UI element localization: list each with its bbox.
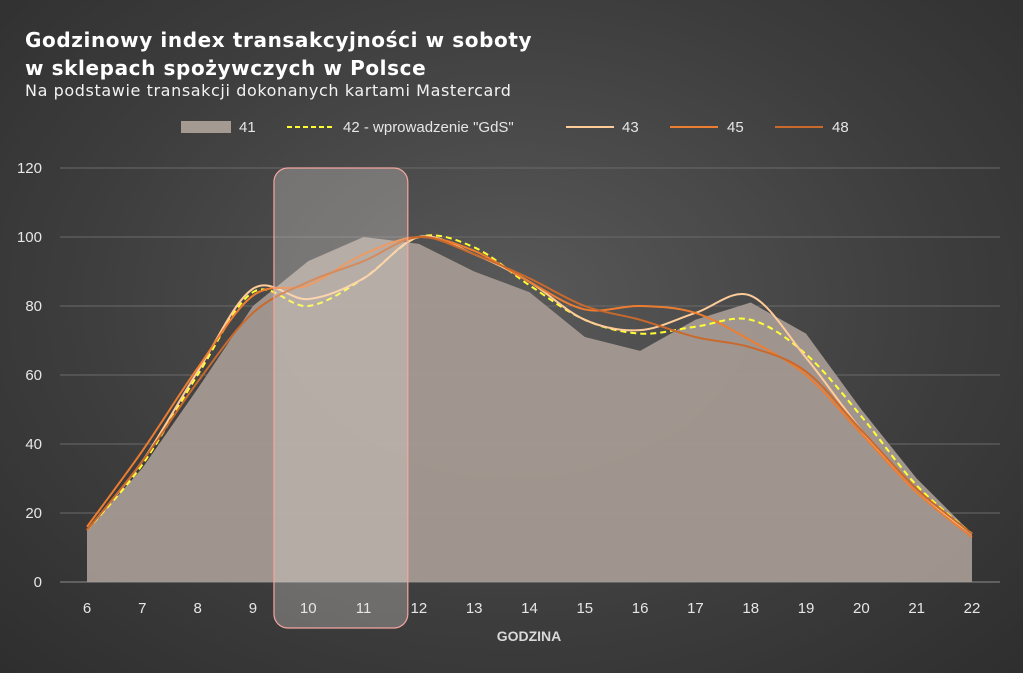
- series-line-3: [86, 235, 973, 538]
- legend-label-1: 42 - wprowadzenie "GdS": [343, 119, 514, 136]
- chart-subtitle: Na podstawie transakcji dokonanych karta…: [25, 81, 512, 100]
- y-tick-label: 80: [25, 298, 42, 315]
- x-tick-label: 10: [300, 600, 317, 617]
- series-line-4: [86, 235, 973, 535]
- highlight-group: [273, 167, 409, 629]
- y-tick-label: 0: [34, 574, 42, 591]
- x-tick-label: 18: [742, 600, 759, 617]
- chart-title-line-1: Godzinowy index transakcyjności w soboty: [25, 28, 533, 52]
- legend-label-2: 43: [622, 119, 639, 136]
- highlight-box: [273, 167, 409, 629]
- x-tick-label: 20: [853, 600, 870, 617]
- series-line-1: [86, 234, 973, 535]
- legend-label-3: 45: [727, 119, 744, 136]
- y-tick-label: 60: [25, 367, 42, 384]
- y-tick-label: 20: [25, 505, 42, 522]
- x-tick-label: 22: [964, 600, 981, 617]
- x-tick-label: 12: [411, 600, 428, 617]
- y-tick-label: 120: [17, 160, 42, 177]
- x-tick-label: 16: [632, 600, 649, 617]
- chart-title: Godzinowy index transakcyjności w soboty…: [25, 26, 532, 82]
- chart-title-line-2: w sklepach spożywczych w Polsce: [25, 56, 427, 80]
- x-tick-label: 15: [576, 600, 593, 617]
- x-tick-label: 9: [249, 600, 257, 617]
- y-tick-label: 100: [17, 229, 42, 246]
- x-tick-label: 14: [521, 600, 538, 617]
- legend-swatch-0: [181, 121, 231, 133]
- x-axis-ticks: 6 7 8 9 10 11 12 13 14 15 16 17 18 19 20 21 22: [83, 600, 981, 617]
- legend-label-0: 41: [239, 119, 256, 136]
- series-group: [86, 234, 973, 582]
- x-tick-label: 7: [138, 600, 146, 617]
- x-tick-label: 19: [798, 600, 815, 617]
- y-axis-ticks: 0 20 40 60 80 100 120: [17, 160, 42, 591]
- x-tick-label: 21: [908, 600, 925, 617]
- x-tick-label: 8: [193, 600, 201, 617]
- y-tick-label: 40: [25, 436, 42, 453]
- legend: 41 42 - wprowadzenie "GdS" 43 45 48: [181, 119, 849, 136]
- x-tick-label: 13: [466, 600, 483, 617]
- series-area-0: [87, 237, 972, 582]
- x-tick-label: 17: [687, 600, 704, 617]
- legend-label-4: 48: [832, 119, 849, 136]
- x-axis-label: GODZINA: [497, 628, 562, 644]
- x-tick-label: 11: [356, 600, 372, 617]
- x-tick-label: 6: [83, 600, 91, 617]
